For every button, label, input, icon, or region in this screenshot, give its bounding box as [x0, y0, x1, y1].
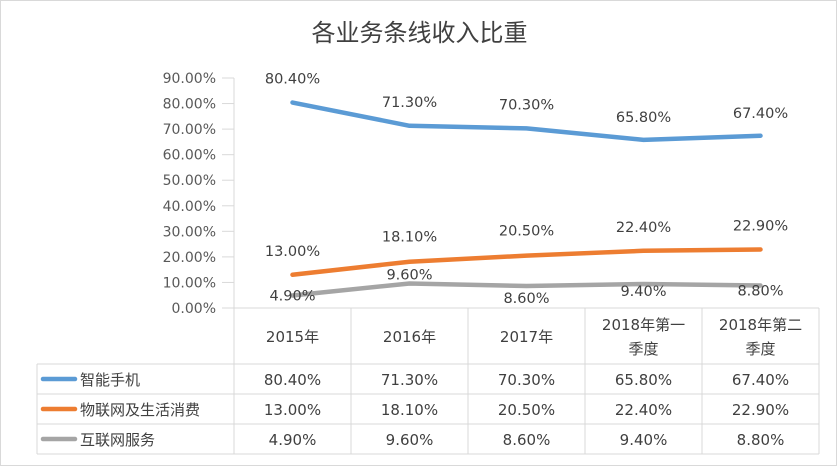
legend-label: 互联网服务: [80, 431, 155, 449]
y-tick-label: 50.00%: [163, 173, 216, 189]
category-label: 2018年第二: [719, 316, 802, 334]
data-label: 65.80%: [616, 110, 671, 126]
y-tick-label: 80.00%: [163, 97, 216, 113]
data-label: 22.90%: [733, 218, 788, 234]
data-label: 8.60%: [503, 291, 549, 307]
series-line-2: [290, 247, 763, 278]
table-cell: 80.40%: [264, 371, 321, 389]
y-tick-label: 10.00%: [163, 275, 216, 291]
series-line-1: [290, 100, 763, 143]
y-tick-label: 40.00%: [163, 199, 216, 215]
data-label: 80.40%: [265, 72, 320, 88]
data-label: 70.30%: [499, 97, 554, 113]
data-label: 8.80%: [737, 284, 783, 300]
series-line-3: [290, 281, 763, 298]
data-label: 9.60%: [386, 267, 432, 283]
y-tick-label: 70.00%: [163, 122, 216, 138]
table-cell: 13.00%: [264, 401, 321, 419]
table-cell: 9.60%: [386, 431, 434, 449]
table-cell: 18.10%: [381, 401, 438, 419]
legend-label: 智能手机: [80, 371, 140, 389]
data-label: 71.30%: [382, 95, 437, 111]
table-cell: 22.40%: [615, 401, 672, 419]
category-label: 2017年: [500, 328, 553, 346]
table-cell: 8.60%: [503, 431, 551, 449]
data-label: 13.00%: [265, 244, 320, 260]
category-label: 季度: [745, 340, 775, 358]
category-label: 季度: [628, 340, 658, 358]
table-cell: 22.90%: [732, 401, 789, 419]
data-label: 67.40%: [733, 106, 788, 122]
table-cell: 67.40%: [732, 371, 789, 389]
y-tick-label: 30.00%: [163, 224, 216, 240]
table-cell: 8.80%: [737, 431, 785, 449]
y-tick-label: 90.00%: [163, 71, 216, 87]
y-tick-label: 0.00%: [172, 301, 216, 317]
table-cell: 65.80%: [615, 371, 672, 389]
legend-label: 物联网及生活消费: [80, 401, 200, 419]
table-cell: 71.30%: [381, 371, 438, 389]
category-label: 2018年第一: [602, 316, 685, 334]
chart-title: 各业务条线收入比重: [311, 19, 528, 47]
data-label: 4.90%: [269, 288, 315, 304]
data-label: 9.40%: [620, 284, 666, 300]
table-cell: 70.30%: [498, 371, 555, 389]
y-tick-label: 20.00%: [163, 250, 216, 266]
table-cell: 20.50%: [498, 401, 555, 419]
table-cell: 9.40%: [620, 431, 668, 449]
category-label: 2016年: [383, 328, 436, 346]
data-label: 18.10%: [382, 230, 437, 246]
category-label: 2015年: [266, 328, 319, 346]
data-label: 22.40%: [616, 220, 671, 236]
data-label: 20.50%: [499, 224, 554, 240]
table-cell: 4.90%: [269, 431, 317, 449]
y-tick-label: 60.00%: [163, 148, 216, 164]
